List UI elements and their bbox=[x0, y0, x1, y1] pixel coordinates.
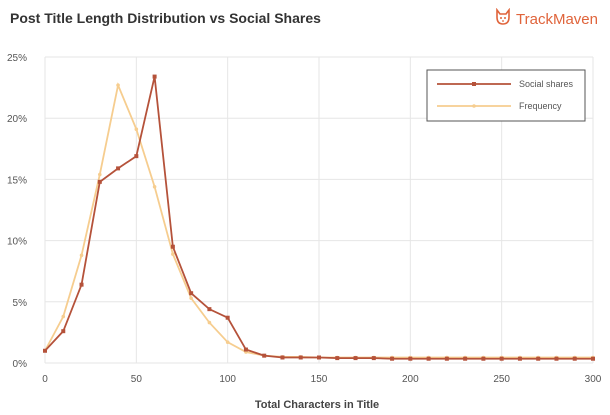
x-tick-label: 100 bbox=[219, 374, 236, 385]
data-point bbox=[335, 356, 340, 361]
data-point bbox=[61, 314, 66, 319]
data-point bbox=[134, 127, 139, 132]
data-point bbox=[572, 356, 577, 361]
data-point bbox=[152, 74, 157, 79]
data-point bbox=[371, 356, 376, 361]
data-point bbox=[591, 356, 595, 361]
data-point bbox=[353, 356, 358, 361]
brand-name: TrackMaven bbox=[516, 11, 598, 28]
x-tick-label: 200 bbox=[402, 374, 419, 385]
y-tick-label: 20% bbox=[7, 114, 27, 125]
y-tick-label: 0% bbox=[13, 359, 28, 370]
data-point bbox=[444, 356, 449, 361]
data-point bbox=[262, 353, 267, 358]
data-point bbox=[426, 356, 431, 361]
legend-label: Social shares bbox=[519, 79, 574, 89]
data-point bbox=[170, 244, 175, 249]
data-point bbox=[116, 83, 120, 87]
data-point bbox=[517, 356, 522, 361]
x-tick-label: 150 bbox=[311, 374, 328, 385]
data-point bbox=[481, 356, 486, 361]
data-point bbox=[243, 347, 248, 352]
data-point bbox=[554, 356, 559, 361]
x-tick-label: 250 bbox=[493, 374, 510, 385]
x-tick-label: 0 bbox=[42, 374, 48, 385]
legend-marker bbox=[472, 82, 476, 86]
x-axis-title: Total Characters in Title bbox=[255, 399, 379, 411]
y-tick-label: 15% bbox=[7, 175, 27, 186]
data-point bbox=[79, 282, 84, 287]
legend: Social shares Frequency bbox=[426, 69, 586, 122]
data-point bbox=[189, 296, 193, 300]
x-tick-label: 300 bbox=[585, 374, 602, 385]
data-point bbox=[280, 355, 285, 360]
data-point bbox=[97, 179, 102, 184]
data-point bbox=[61, 329, 66, 334]
data-point bbox=[79, 253, 84, 258]
data-point bbox=[152, 184, 157, 189]
data-point bbox=[499, 356, 504, 361]
legend-label: Frequency bbox=[519, 101, 562, 111]
data-point bbox=[43, 348, 47, 353]
y-tick-label: 5% bbox=[13, 298, 28, 309]
legend-box bbox=[426, 69, 586, 122]
chart-title: Post Title Length Distribution vs Social… bbox=[10, 10, 321, 26]
data-point bbox=[207, 320, 212, 325]
data-point bbox=[225, 315, 230, 320]
data-point bbox=[536, 356, 541, 361]
brand-logo: TrackMaven bbox=[494, 7, 598, 31]
legend-marker bbox=[472, 104, 476, 108]
y-tick-label: 10% bbox=[7, 237, 27, 248]
fox-dog-mascot-icon bbox=[494, 7, 512, 31]
x-tick-label: 50 bbox=[131, 374, 143, 385]
data-point bbox=[225, 340, 230, 344]
data-point bbox=[298, 355, 303, 360]
data-point bbox=[390, 356, 395, 361]
data-point bbox=[317, 355, 321, 360]
data-point bbox=[134, 154, 139, 159]
data-point bbox=[171, 252, 175, 256]
data-point bbox=[189, 291, 194, 296]
x-tick-labels: 0 50 100 150 200 250 300 bbox=[42, 374, 602, 385]
series-lines bbox=[43, 74, 595, 361]
y-tick-labels: 0% 5% 10% 15% 20% 25% bbox=[7, 53, 27, 370]
data-point bbox=[98, 172, 102, 177]
data-point bbox=[408, 356, 413, 361]
data-point bbox=[116, 166, 121, 171]
data-point bbox=[463, 356, 468, 361]
data-point bbox=[207, 307, 212, 312]
y-tick-label: 25% bbox=[7, 53, 27, 64]
